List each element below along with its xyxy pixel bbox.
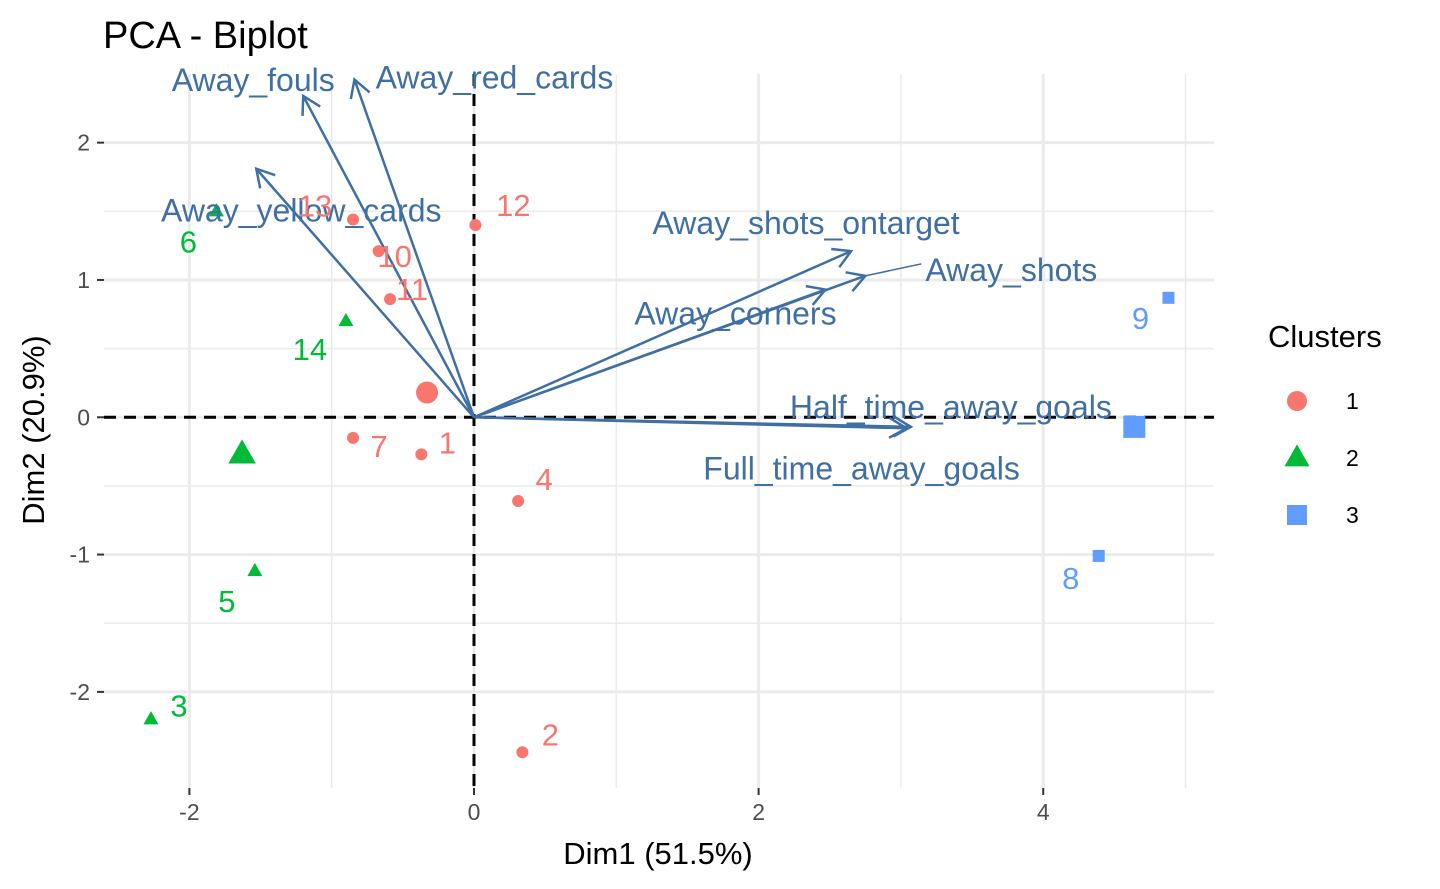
point-label: 7 [370,429,387,464]
y-tick-label: -2 [70,679,90,705]
variable-arrow-head [301,93,321,117]
point-label: 2 [542,717,559,752]
y-tick-label: 1 [77,267,90,293]
legend-label: 2 [1346,445,1359,471]
data-point [247,562,263,577]
variable-arrow [473,249,852,419]
legend-key-2 [1284,444,1310,467]
cluster-centroid [416,381,439,404]
variable-arrow-head [831,247,854,268]
variable-arrow-head [845,271,868,292]
zero-reference-lines [104,74,1214,788]
point-label: 8 [1062,561,1079,596]
point-label: 11 [396,272,428,307]
y-axis-title: Dim2 (20.9%) [16,335,51,525]
variable-label: Away_shots_ontarget [653,205,960,241]
point-label: 12 [496,188,530,223]
variable-arrow-head [888,416,910,439]
data-point [516,746,529,759]
variable-label: Away_corners [634,296,836,332]
data-point [347,431,360,444]
variable-arrow-head [349,77,371,100]
variable-arrow-head [254,166,276,189]
data-point [338,312,354,327]
x-axis-title: Dim1 (51.5%) [563,836,753,871]
variable-label: Away_fouls [172,62,335,98]
cluster-centroid [1123,415,1146,438]
variable-arrow-head [805,284,828,306]
variable-arrow [473,416,907,430]
data-point [372,245,385,258]
variable-arrows [254,77,922,439]
data-point [512,495,525,508]
y-tick-label: 2 [77,130,90,156]
x-tick-label: 0 [468,799,481,825]
data-point [469,219,482,232]
point-label: 10 [377,239,411,274]
data-point [415,448,428,461]
variable-arrow [473,288,826,419]
data-point [1162,291,1175,304]
variable-arrow [353,79,476,418]
point-label: 5 [218,584,235,619]
point-label: 4 [535,462,552,497]
variable-label: Away_yellow_cards [161,193,441,229]
variable-label: Half_time_away_goals [790,389,1112,425]
legend-label: 3 [1346,502,1359,528]
x-tick-label: -2 [179,799,199,825]
grid [104,74,1214,788]
variable-label: Full_time_away_goals [703,450,1020,486]
data-point [143,711,159,725]
variable-label: Away_shots [925,252,1097,288]
point-label: 3 [170,688,187,723]
x-tick-label: 2 [752,799,765,825]
legend-label: 1 [1346,388,1359,414]
y-tick-label: 0 [77,404,90,430]
variable-arrow [255,167,475,419]
point-label: 1 [439,425,456,460]
data-point [384,293,397,306]
point-label: 14 [293,332,327,367]
labels: Away_red_cards Away_fouls Away_yellow_card… [161,59,1149,752]
variable-arrow [302,95,476,418]
y-tick-label: -1 [70,542,90,568]
data-point [208,203,224,217]
point-label: 13 [298,189,332,224]
variable-label-leader [865,263,922,277]
data-point [347,213,360,226]
legend-key-3 [1287,505,1307,525]
data-point [1092,549,1105,562]
chart-title: PCA - Biplot [103,15,308,57]
point-label: 9 [1132,301,1149,336]
legend: Clusters 1 2 3 [1268,319,1382,528]
x-tick-label: 4 [1037,799,1050,825]
cluster-centroid [228,439,256,464]
individual-points [143,203,1175,759]
legend-title: Clusters [1268,319,1382,354]
point-label: 6 [180,224,197,259]
legend-key-1 [1287,391,1307,411]
variable-label: Away_red_cards [376,59,614,95]
